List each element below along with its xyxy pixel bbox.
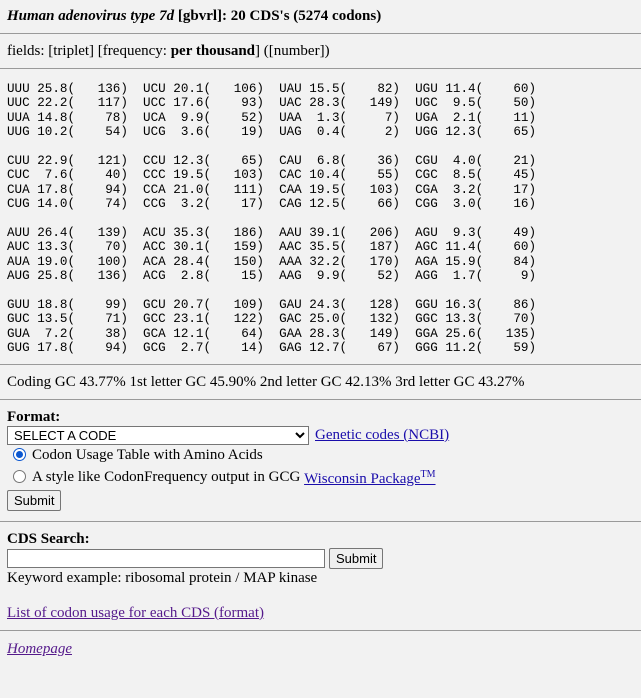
cds-search-row: Submit xyxy=(7,547,634,569)
wisconsin-package-label: Wisconsin Package xyxy=(304,470,421,487)
radio-gcg-row[interactable]: A style like CodonFrequency output in GC… xyxy=(9,465,634,489)
divider xyxy=(0,398,641,400)
codon-row: AUU 26.4( 139) ACU 35.3( 186) AAU 39.1( … xyxy=(7,226,537,241)
codon-row: CUU 22.9( 121) CCU 12.3( 65) CAU 6.8( 36… xyxy=(7,154,537,169)
fields-frequency-unit: per thousand xyxy=(170,43,256,59)
cds-summary: : 20 CDS's (5274 codons) xyxy=(222,8,382,24)
fields-prefix: fields: [triplet] [frequency: xyxy=(7,43,171,59)
codon-row: GUC 13.5( 71) GCC 23.1( 122) GAC 25.0( 1… xyxy=(7,312,537,327)
homepage-link[interactable]: Homepage xyxy=(7,640,72,657)
divider xyxy=(0,629,641,631)
radio-amino-acids[interactable] xyxy=(13,448,26,462)
codon-row: GUG 17.8( 94) GCG 2.7( 14) GAG 12.7( 67)… xyxy=(7,341,537,356)
genetic-code-row: SELECT A CODE Genetic codes (NCBI) xyxy=(7,425,634,445)
codon-block: UUU 25.8( 136) UCU 20.1( 106) UAU 15.5( … xyxy=(7,82,634,140)
codon-row: CUG 14.0( 74) CCG 3.2( 17) CAG 12.5( 66)… xyxy=(7,197,537,212)
divider xyxy=(0,363,641,365)
radio-amino-acids-row[interactable]: Codon Usage Table with Amino Acids xyxy=(9,445,634,465)
fields-suffix: ] ([number]) xyxy=(255,43,330,59)
page-title: Human adenovirus type 7d [gbvrl]: 20 CDS… xyxy=(7,6,634,25)
divider xyxy=(0,33,641,34)
wisconsin-package-link[interactable]: Wisconsin PackageTM xyxy=(304,465,435,489)
genetic-code-select[interactable]: SELECT A CODE xyxy=(7,425,309,445)
divider xyxy=(0,520,641,522)
codon-row: CUA 17.8( 94) CCA 21.0( 111) CAA 19.5( 1… xyxy=(7,182,537,197)
codon-row: UUC 22.2( 117) UCC 17.6( 93) UAC 28.3( 1… xyxy=(7,96,537,111)
format-submit-button[interactable]: Submit xyxy=(7,489,62,511)
codon-block: GUU 18.8( 99) GCU 20.7( 109) GAU 24.3( 1… xyxy=(7,298,634,356)
codon-row: UUG 10.2( 54) UCG 3.6( 19) UAG 0.4( 2) U… xyxy=(7,125,537,140)
division-label: [gbvrl] xyxy=(177,8,223,24)
codon-row: GUU 18.8( 99) GCU 20.7( 109) GAU 24.3( 1… xyxy=(7,298,537,313)
divider xyxy=(0,68,641,69)
genetic-codes-ncbi-link[interactable]: Genetic codes (NCBI) xyxy=(315,426,450,443)
organism-name: Human adenovirus type 7d xyxy=(7,8,175,24)
codon-row: CUC 7.6( 40) CCC 19.5( 103) CAC 10.4( 55… xyxy=(7,168,537,183)
cds-search-heading: CDS Search: xyxy=(7,530,90,547)
cds-search-input[interactable] xyxy=(7,548,325,568)
codon-row: AUA 19.0( 100) ACA 28.4( 150) AAA 32.2( … xyxy=(7,254,537,269)
fields-legend: fields: [triplet] [frequency: per thousa… xyxy=(7,42,634,60)
trademark-sup: TM xyxy=(420,468,436,480)
cds-search-submit-button[interactable]: Submit xyxy=(329,547,384,569)
codon-row: AUC 13.3( 70) ACC 30.1( 159) AAC 35.5( 1… xyxy=(7,240,537,255)
radio-gcg-style[interactable] xyxy=(13,470,26,484)
codon-usage-table: UUU 25.8( 136) UCU 20.1( 106) UAU 15.5( … xyxy=(7,82,634,356)
codon-row: AUG 25.8( 136) ACG 2.8( 15) AAG 9.9( 52)… xyxy=(7,269,537,284)
codon-usage-list-link[interactable]: List of codon usage for each CDS (format… xyxy=(7,604,265,621)
format-heading: Format: xyxy=(7,408,61,425)
radio-amino-acids-label: Codon Usage Table with Amino Acids xyxy=(32,446,263,463)
keyword-example: Keyword example: ribosomal protein / MAP… xyxy=(7,569,318,586)
codon-row: UUU 25.8( 136) UCU 20.1( 106) UAU 15.5( … xyxy=(7,82,537,96)
gc-content-line: Coding GC 43.77% 1st letter GC 45.90% 2n… xyxy=(7,373,525,390)
codon-row: UUA 14.8( 78) UCA 9.9( 52) UAA 1.3( 7) U… xyxy=(7,110,537,125)
codon-block: CUU 22.9( 121) CCU 12.3( 65) CAU 6.8( 36… xyxy=(7,154,634,212)
codon-row: GUA 7.2( 38) GCA 12.1( 64) GAA 28.3( 149… xyxy=(7,326,537,341)
codon-block: AUU 26.4( 139) ACU 35.3( 186) AAU 39.1( … xyxy=(7,226,634,284)
radio-gcg-label: A style like CodonFrequency output in GC… xyxy=(32,468,305,485)
